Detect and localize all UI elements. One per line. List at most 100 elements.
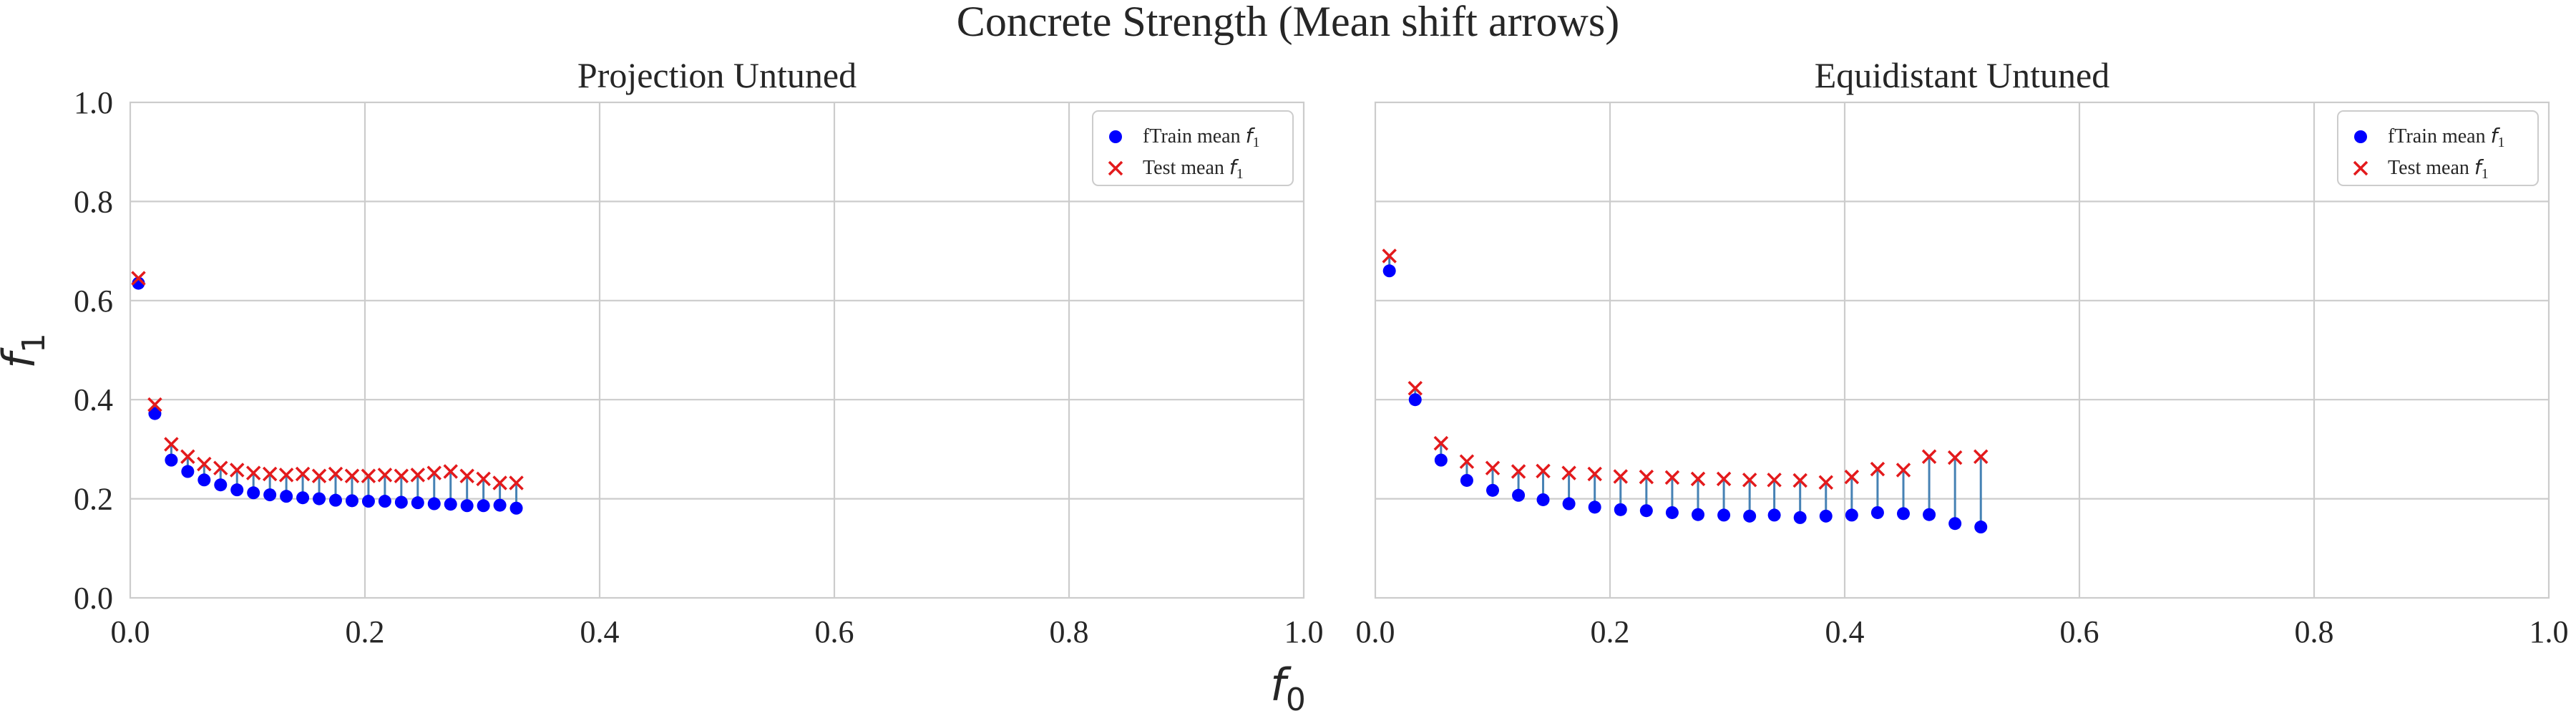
legend-train-label: fTrain mean f1 — [1143, 124, 1259, 150]
test-point — [1536, 463, 1551, 479]
train-point — [509, 501, 523, 515]
legend-train-marker — [2354, 130, 2367, 143]
plot-frame — [1374, 101, 2550, 599]
svg-text:f1: f1 — [0, 333, 52, 369]
x-tick-label: 0.2 — [346, 614, 385, 649]
test-point — [1767, 473, 1782, 488]
train-point — [1767, 508, 1781, 522]
test-point — [1690, 471, 1706, 487]
train-point — [1845, 508, 1858, 522]
train-point — [296, 491, 310, 505]
x-axis-label: f0 — [1270, 659, 1306, 716]
x-tick-label: 1.0 — [1284, 614, 1324, 649]
train-point — [477, 499, 490, 513]
x-tick-label: 0.8 — [1050, 614, 1089, 649]
test-point — [131, 271, 146, 286]
test-point — [1974, 449, 1989, 465]
train-point — [181, 465, 195, 478]
train-point — [345, 494, 358, 508]
train-point — [378, 495, 391, 508]
test-point — [492, 475, 507, 490]
legend-box — [2337, 110, 2539, 186]
test-point — [1921, 449, 1937, 465]
test-point — [1407, 381, 1423, 396]
y-tick-label: 0.2 — [74, 482, 113, 517]
train-point — [444, 498, 457, 511]
x-tick-label: 0.2 — [1591, 614, 1630, 649]
train-point — [1382, 264, 1396, 278]
test-point — [278, 468, 294, 483]
legend-test-label: Test mean f1 — [2388, 155, 2489, 182]
test-point — [1639, 469, 1654, 485]
x-tick-label: 0.0 — [111, 614, 150, 649]
train-point — [1793, 511, 1807, 524]
test-point — [1485, 460, 1501, 475]
legend-train-prefix: fTrain mean — [2388, 125, 2491, 147]
test-point — [1947, 450, 1963, 465]
y-tick-label: 0.6 — [74, 284, 113, 319]
panel-equidistant-untuned: Equidistant Untuned 0.0 0.2 0.4 0.6 0.8 1.0 fTr… — [1356, 55, 2569, 649]
legend-test-label: Test mean f1 — [1143, 155, 1244, 182]
train-point — [1897, 507, 1910, 521]
y-axis-label: f1 — [0, 333, 52, 369]
x-tick-label: 0.8 — [2295, 614, 2334, 649]
train-point — [1870, 505, 1884, 519]
test-point — [476, 471, 491, 487]
train-point — [1536, 493, 1550, 506]
x-tick-label: 0.4 — [1825, 614, 1865, 649]
train-point — [1743, 509, 1757, 523]
train-point — [1692, 508, 1704, 521]
legend-box — [1092, 110, 1294, 186]
train-point — [1614, 503, 1627, 516]
train-point — [165, 453, 178, 467]
panel-projection-untuned: Projection Untuned 0.0 0.2 0.4 0.6 0.8 1.0 0.0 0… — [74, 55, 1324, 649]
x-tick-label: 0.4 — [580, 614, 620, 649]
train-point — [1562, 497, 1576, 511]
test-point — [295, 466, 311, 482]
train-point — [493, 498, 507, 512]
legend: fTrain mean f1 Test mean f1 — [2337, 110, 2539, 186]
test-point — [443, 464, 458, 479]
legend-test-sub: 1 — [2482, 166, 2489, 182]
svg-text:f0: f0 — [1270, 659, 1306, 716]
x-tick-label: 0.6 — [2060, 614, 2099, 649]
train-point — [1974, 521, 1988, 534]
train-point — [148, 407, 162, 420]
train-point — [263, 488, 277, 502]
y-tick-label: 0.0 — [74, 581, 113, 616]
train-point — [1434, 453, 1448, 467]
test-point — [377, 468, 393, 483]
figure-title: Concrete Strength (Mean shift arrows) — [957, 0, 1619, 45]
y-axis-label-sub: 1 — [16, 333, 52, 353]
train-point — [1948, 517, 1962, 531]
test-point — [1818, 475, 1833, 490]
x-tick-label: 0.6 — [815, 614, 854, 649]
test-point — [1742, 473, 1757, 488]
legend-train-label: fTrain mean f1 — [2388, 124, 2504, 150]
test-point — [328, 466, 343, 482]
train-point — [197, 473, 211, 487]
test-point — [410, 468, 426, 483]
test-point — [245, 465, 261, 480]
test-point — [1716, 471, 1732, 487]
legend-train-marker — [1109, 130, 1122, 143]
test-point — [197, 456, 212, 472]
legend-test-sub: 1 — [1236, 166, 1244, 182]
legend-train-prefix: fTrain mean — [1143, 125, 1246, 147]
test-point — [1433, 435, 1449, 451]
panel-title: Projection Untuned — [577, 55, 857, 95]
test-point — [213, 460, 228, 475]
test-point — [1870, 461, 1885, 477]
train-point — [1486, 483, 1499, 497]
train-point — [230, 483, 244, 497]
test-point — [1459, 454, 1475, 469]
legend-train-sub: 1 — [2497, 135, 2504, 150]
train-point — [214, 478, 228, 492]
test-point — [1613, 469, 1628, 484]
test-point — [262, 466, 278, 482]
train-point — [1460, 473, 1473, 487]
train-point — [411, 496, 424, 510]
test-point — [1664, 470, 1680, 485]
test-point — [344, 468, 360, 484]
